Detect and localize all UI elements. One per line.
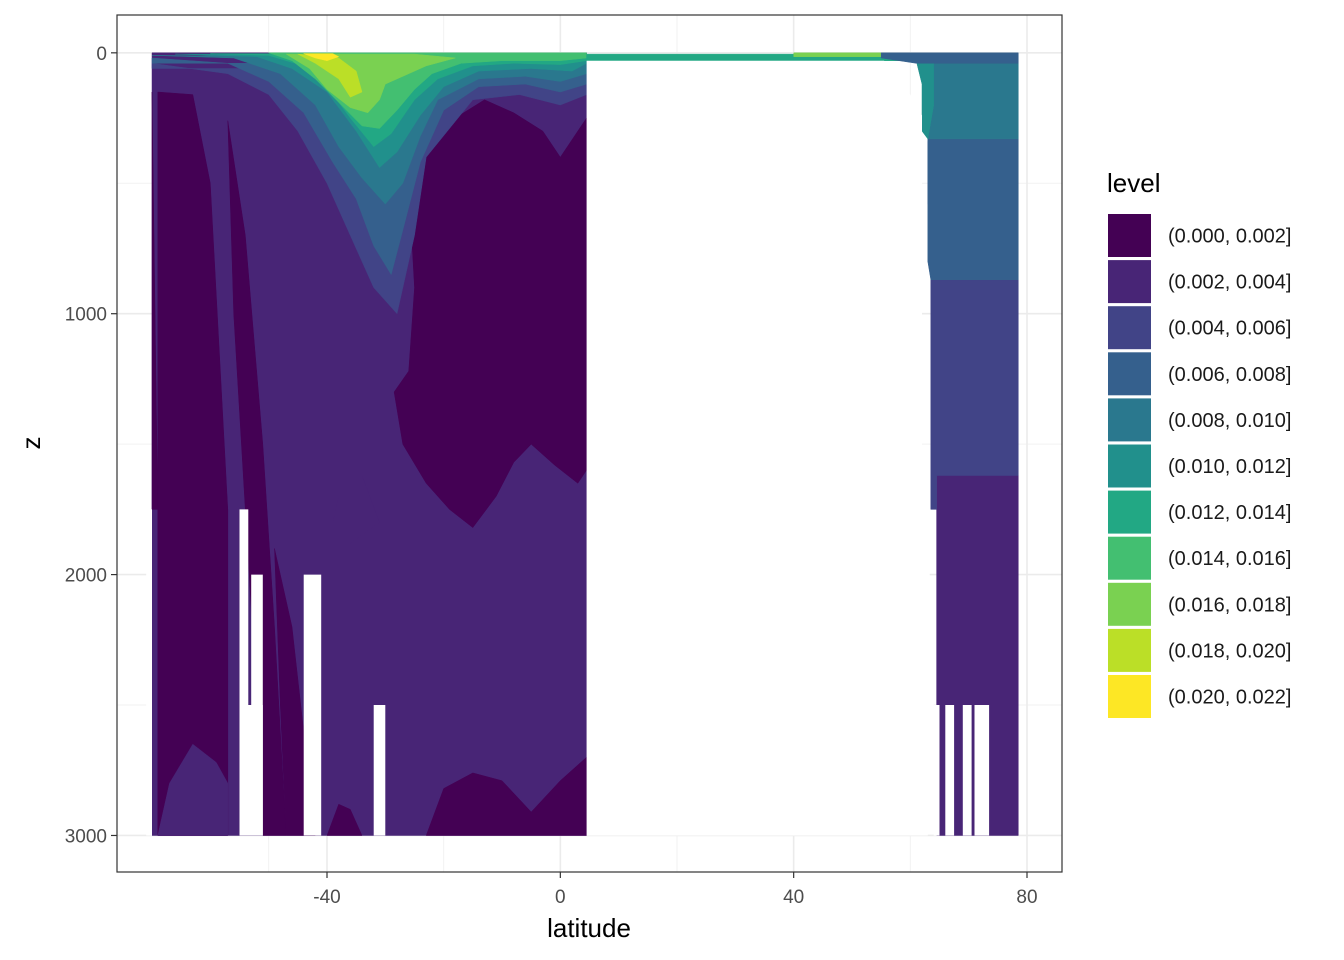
x-tick-label: -40	[313, 887, 340, 908]
panel-border	[116, 14, 1063, 873]
legend-label-0: (0.000, 0.002]	[1168, 226, 1291, 248]
contour-region-9	[332, 475, 380, 544]
contour-region-23	[927, 138, 1019, 281]
legend-title: level	[1107, 168, 1160, 198]
legend-key-9	[1108, 628, 1151, 672]
legend-label-7: (0.014, 0.016]	[1168, 548, 1291, 570]
legend-label-8: (0.016, 0.018]	[1168, 594, 1291, 616]
legend-label-3: (0.006, 0.008]	[1168, 364, 1291, 386]
legend-key-0	[1108, 214, 1151, 257]
contour-region-3	[227, 120, 287, 836]
x-tick-label: 80	[1016, 887, 1037, 908]
legend-label-4: (0.008, 0.010]	[1168, 410, 1291, 432]
contour-regions	[151, 52, 1019, 836]
contour-region-28	[880, 52, 1019, 64]
legend-label-2: (0.004, 0.006]	[1168, 318, 1291, 340]
missing-data-masks	[146, 60, 990, 836]
legend-label-9: (0.018, 0.020]	[1168, 640, 1291, 662]
contour-region-24	[927, 63, 1019, 140]
legend-key-7	[1108, 536, 1151, 580]
x-axis-title: latitude	[547, 913, 631, 943]
mask-region-6	[945, 705, 955, 836]
legend-key-6	[1108, 490, 1151, 534]
y-axis: 0 1000 2000 3000	[65, 44, 117, 847]
mask-region-7	[962, 705, 972, 836]
mask-region-3	[239, 705, 263, 836]
legend-key-4	[1108, 398, 1151, 442]
contour-region-5	[393, 99, 587, 528]
y-tick-label: 0	[96, 44, 107, 65]
contour-region-27	[793, 52, 882, 57]
contour-region-22	[930, 279, 1019, 510]
contour-region-18	[303, 53, 340, 61]
y-tick-label: 3000	[65, 826, 107, 847]
x-tick-label: 40	[783, 887, 804, 908]
mask-region-5	[373, 705, 386, 836]
legend-key-2	[1108, 306, 1151, 350]
mask-region-8	[974, 705, 990, 836]
contour-region-8	[157, 743, 229, 836]
y-tick-label: 2000	[65, 566, 107, 587]
legend-key-3	[1108, 352, 1151, 396]
legend-label-10: (0.020, 0.022]	[1168, 687, 1291, 709]
mask-region-10	[933, 705, 940, 836]
mask-region-4	[303, 574, 322, 836]
mask-region-9	[146, 509, 152, 836]
legend-label-6: (0.012, 0.014]	[1168, 502, 1291, 524]
legend-key-10	[1108, 675, 1151, 718]
legend-key-8	[1108, 582, 1151, 626]
legend-key-1	[1108, 260, 1151, 304]
y-axis-title: z	[16, 437, 46, 450]
legend-label-1: (0.002, 0.004]	[1168, 272, 1291, 294]
legend-key-5	[1108, 444, 1151, 488]
contour-region-17	[297, 53, 363, 98]
legend-keys: (0.000, 0.002] (0.002, 0.004] (0.004, 0.00…	[1108, 214, 1291, 718]
mask-region-0	[586, 60, 934, 836]
legend: level (0.000, 0.002] (0.002, 0.004] (0.004…	[1107, 168, 1291, 718]
legend-label-5: (0.010, 0.012]	[1168, 456, 1291, 478]
y-tick-label: 1000	[65, 305, 107, 326]
x-axis: -40 0 40 80	[313, 872, 1038, 908]
x-tick-label: 0	[555, 887, 566, 908]
contour-region-7	[326, 803, 363, 836]
